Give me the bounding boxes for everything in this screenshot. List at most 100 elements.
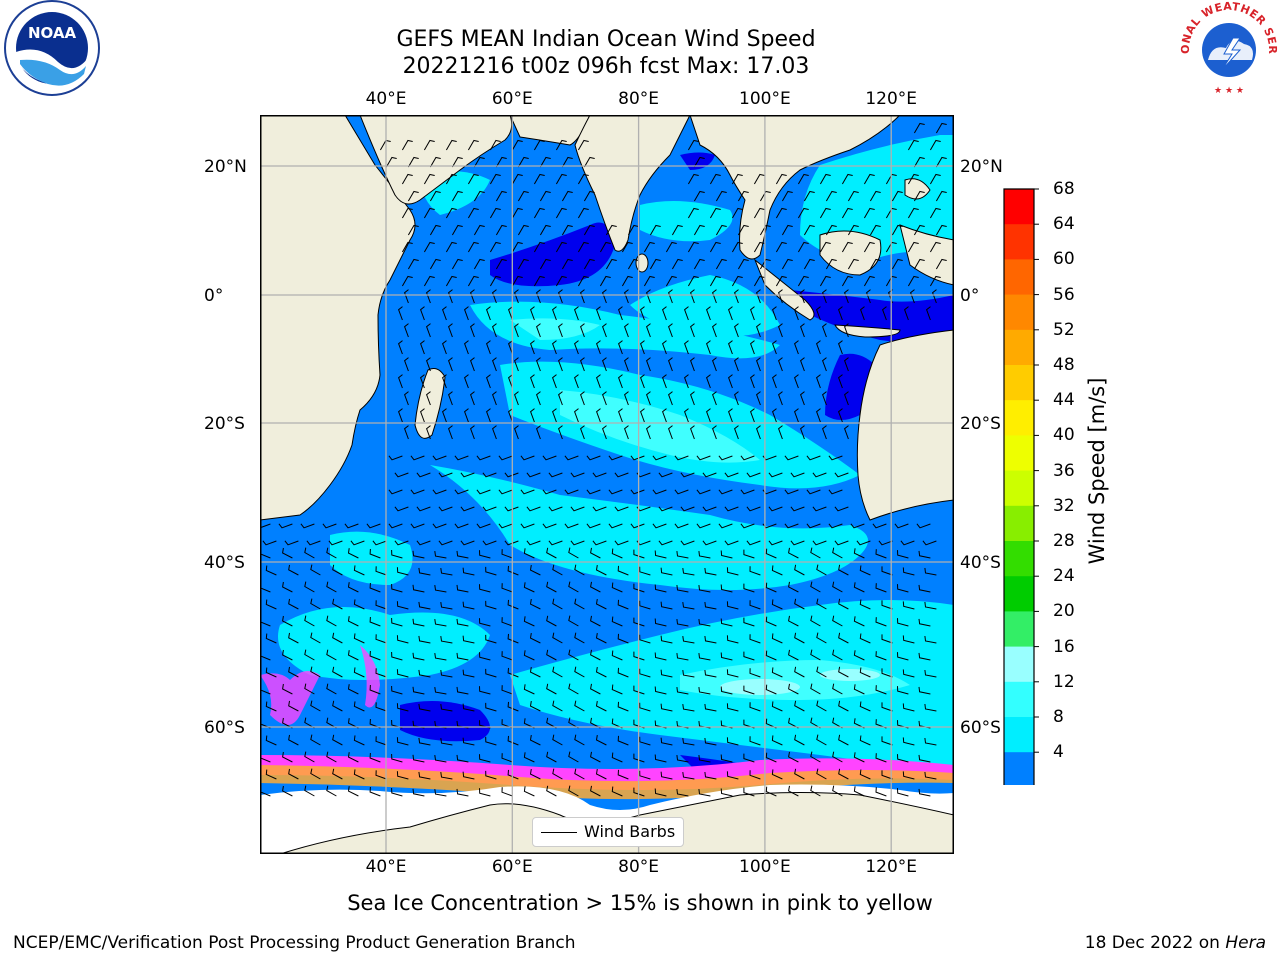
wind-barb	[731, 241, 743, 253]
wind-barb	[464, 408, 469, 423]
colorbar-tick-label: 52	[1053, 319, 1075, 340]
wind-barb	[391, 753, 403, 763]
wind-barb	[654, 754, 667, 763]
wind-barb	[674, 455, 689, 461]
wind-barb	[391, 787, 403, 797]
wind-barb	[671, 258, 683, 270]
wind-barb	[680, 506, 695, 512]
wind-barb	[479, 754, 491, 763]
wind-barb	[658, 506, 673, 512]
wind-barb	[768, 540, 783, 546]
wind-barb	[617, 565, 629, 576]
wind-barb	[863, 241, 875, 253]
wind-barb	[462, 601, 475, 610]
wind-barb	[586, 489, 601, 495]
wind-barb	[693, 190, 705, 202]
wind-barb	[617, 667, 629, 678]
wind-barb	[756, 425, 761, 440]
wind-barb	[574, 306, 579, 321]
wind-barb	[511, 207, 523, 219]
lat-label-right: 20°S	[960, 414, 1001, 434]
colorbar-segment	[1004, 752, 1034, 785]
wind-barb	[935, 122, 947, 134]
wind-barb	[832, 547, 843, 559]
wind-barb	[771, 769, 783, 780]
wind-barb	[542, 455, 557, 461]
wind-barb	[654, 550, 667, 559]
wind-barb	[838, 564, 849, 576]
wind-barb	[423, 173, 435, 185]
wind-barb	[552, 306, 557, 321]
wind-barb	[775, 173, 787, 185]
wind-barb	[470, 289, 475, 304]
wind-barb	[451, 258, 463, 270]
wind-barb	[816, 340, 821, 355]
wind-barb	[844, 323, 849, 338]
wind-barb	[391, 651, 403, 661]
wind-barb	[416, 472, 431, 478]
wind-barb	[636, 506, 651, 512]
wind-barb	[924, 703, 937, 712]
wind-barb	[448, 357, 453, 372]
wind-barb	[617, 701, 629, 712]
wind-barb	[902, 635, 915, 644]
colorbar-segment	[1004, 365, 1034, 401]
wind-barb	[772, 408, 777, 423]
wind-barb	[778, 357, 783, 372]
wind-barb	[680, 540, 695, 546]
wind-barb	[853, 616, 865, 627]
wind-barb	[750, 374, 755, 389]
chart-subtitle: 20221216 t00z 096h fcst Max: 17.03	[402, 54, 810, 79]
wind-barb	[740, 523, 755, 529]
wind-barb	[596, 374, 601, 389]
wind-barb	[420, 306, 425, 321]
wind-barb	[570, 540, 585, 546]
wind-barb	[423, 241, 435, 253]
wind-barb	[265, 735, 277, 746]
wind-barb	[676, 755, 689, 763]
wind-barb	[434, 653, 447, 661]
wind-barb	[825, 224, 837, 236]
wind-barb	[420, 340, 425, 355]
wind-barb	[495, 224, 507, 236]
colorbar-tick-label: 16	[1053, 636, 1075, 657]
wind-barb	[332, 598, 343, 610]
wind-barb	[902, 771, 915, 780]
wind-barb	[838, 700, 849, 712]
wind-barb	[288, 564, 299, 576]
wind-barb	[570, 472, 585, 478]
wind-barb	[900, 540, 915, 546]
wind-barb	[918, 550, 931, 559]
wind-barb	[660, 567, 673, 576]
wind-barb	[728, 374, 733, 389]
wind-barb	[492, 357, 497, 372]
wind-barb	[568, 785, 579, 797]
wind-barb	[907, 139, 919, 151]
wind-barb	[529, 565, 541, 576]
wind-barb	[347, 786, 359, 797]
colorbar-segment	[1004, 400, 1034, 436]
wind-barb	[660, 771, 673, 780]
wind-barb	[797, 275, 809, 287]
wind-barb	[816, 564, 827, 576]
wind-barb	[577, 207, 589, 219]
wind-barb	[775, 241, 787, 253]
wind-barb	[866, 289, 871, 304]
wind-barb	[819, 241, 831, 253]
wind-barb	[552, 768, 563, 780]
wind-barb	[676, 585, 689, 593]
wind-barb	[825, 190, 837, 202]
wind-barb	[913, 258, 925, 270]
wind-barb	[501, 583, 513, 593]
wind-barb	[590, 581, 601, 593]
wind-barb	[533, 207, 545, 219]
wind-barb	[451, 224, 463, 236]
wind-barb	[759, 224, 771, 236]
wind-barb	[479, 550, 491, 559]
wind-barb	[596, 408, 601, 423]
wind-barb	[850, 523, 865, 529]
wind-barb	[832, 683, 843, 695]
wind-barb	[771, 701, 783, 712]
wind-barb	[442, 408, 447, 423]
wind-barb	[574, 700, 585, 712]
